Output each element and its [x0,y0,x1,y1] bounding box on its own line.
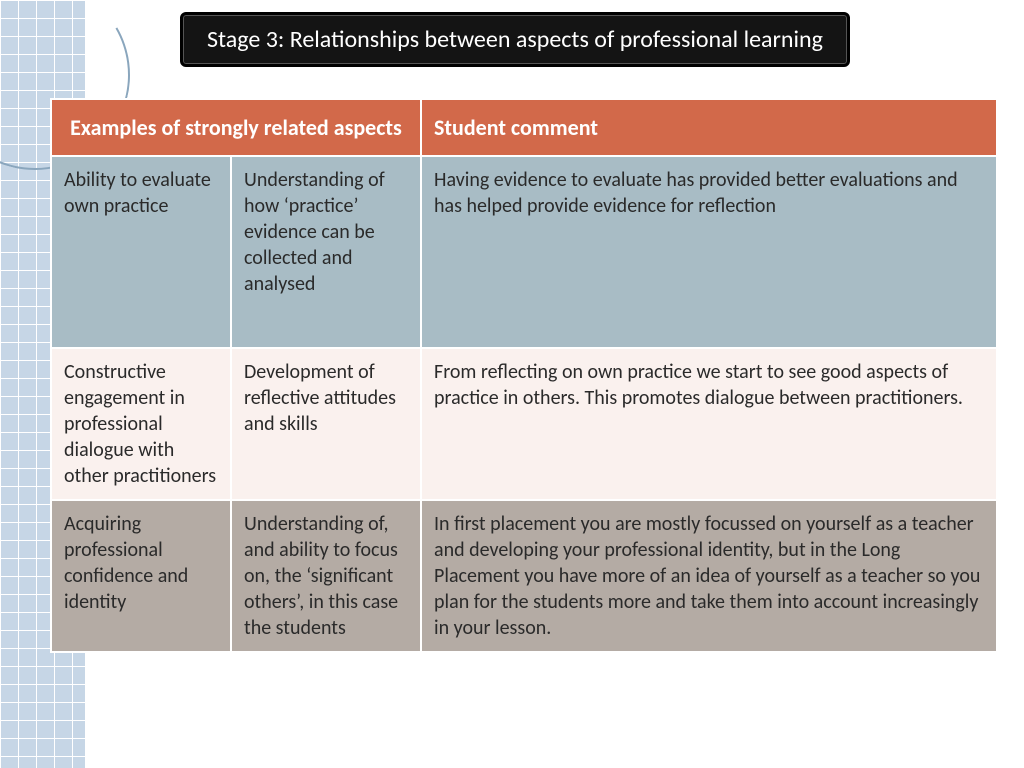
table-row: Constructive engagement in professional … [51,348,997,500]
page-title: Stage 3: Relationships between aspects o… [180,12,850,67]
aspects-table: Examples of strongly related aspects Stu… [50,98,998,653]
cell-comment: From reflecting on own practice we start… [421,348,997,500]
cell-aspect-b: Understanding of, and ability to focus o… [231,500,421,652]
cell-aspect-b: Understanding of how ‘practice’ evidence… [231,156,421,348]
cell-aspect-b: Development of reflective attitudes and … [231,348,421,500]
header-examples: Examples of strongly related aspects [51,99,421,156]
table-header-row: Examples of strongly related aspects Stu… [51,99,997,156]
cell-aspect-a: Constructive engagement in professional … [51,348,231,500]
cell-aspect-a: Acquiring professional confidence and id… [51,500,231,652]
cell-aspect-a: Ability to evaluate own practice [51,156,231,348]
header-comment: Student comment [421,99,997,156]
aspects-table-container: Examples of strongly related aspects Stu… [50,98,998,653]
table-row: Acquiring professional confidence and id… [51,500,997,652]
cell-comment: In first placement you are mostly focuss… [421,500,997,652]
cell-comment: Having evidence to evaluate has provided… [421,156,997,348]
table-row: Ability to evaluate own practice Underst… [51,156,997,348]
